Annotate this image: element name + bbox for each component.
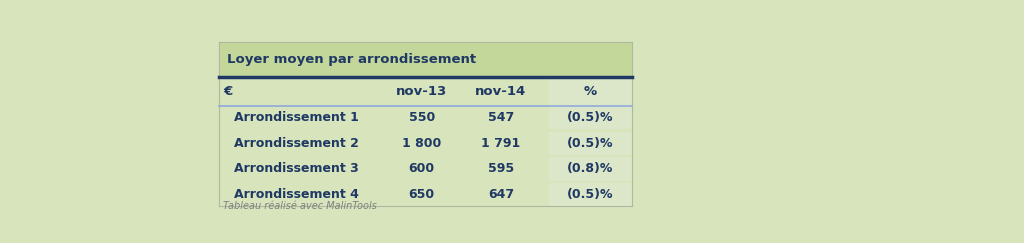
Text: Tableau réalisé avec MalinTools: Tableau réalisé avec MalinTools xyxy=(223,201,377,211)
Text: (0.8)%: (0.8)% xyxy=(567,162,613,175)
Text: €: € xyxy=(223,85,232,98)
Text: Arrondissement 3: Arrondissement 3 xyxy=(233,162,358,175)
Text: Loyer moyen par arrondissement: Loyer moyen par arrondissement xyxy=(227,53,476,66)
FancyBboxPatch shape xyxy=(219,183,632,206)
FancyBboxPatch shape xyxy=(549,77,632,106)
Text: 1 791: 1 791 xyxy=(481,137,520,150)
Text: nov-14: nov-14 xyxy=(475,85,526,98)
FancyBboxPatch shape xyxy=(219,106,632,129)
Text: 550: 550 xyxy=(409,111,435,124)
FancyBboxPatch shape xyxy=(219,77,632,106)
Text: 650: 650 xyxy=(409,188,435,201)
Text: (0.5)%: (0.5)% xyxy=(567,188,613,201)
Text: 600: 600 xyxy=(409,162,435,175)
Text: 595: 595 xyxy=(487,162,514,175)
FancyBboxPatch shape xyxy=(219,131,632,155)
Text: (0.5)%: (0.5)% xyxy=(567,137,613,150)
Text: 547: 547 xyxy=(487,111,514,124)
FancyBboxPatch shape xyxy=(549,106,632,129)
FancyBboxPatch shape xyxy=(549,131,632,155)
Text: 647: 647 xyxy=(487,188,514,201)
FancyBboxPatch shape xyxy=(219,157,632,181)
FancyBboxPatch shape xyxy=(219,42,632,77)
Text: nov-13: nov-13 xyxy=(396,85,447,98)
Text: (0.5)%: (0.5)% xyxy=(567,111,613,124)
FancyBboxPatch shape xyxy=(549,157,632,181)
Text: %: % xyxy=(584,85,597,98)
Text: Arrondissement 4: Arrondissement 4 xyxy=(233,188,358,201)
Text: Arrondissement 2: Arrondissement 2 xyxy=(233,137,358,150)
Text: Arrondissement 1: Arrondissement 1 xyxy=(233,111,358,124)
Text: 1 800: 1 800 xyxy=(402,137,441,150)
FancyBboxPatch shape xyxy=(549,183,632,206)
